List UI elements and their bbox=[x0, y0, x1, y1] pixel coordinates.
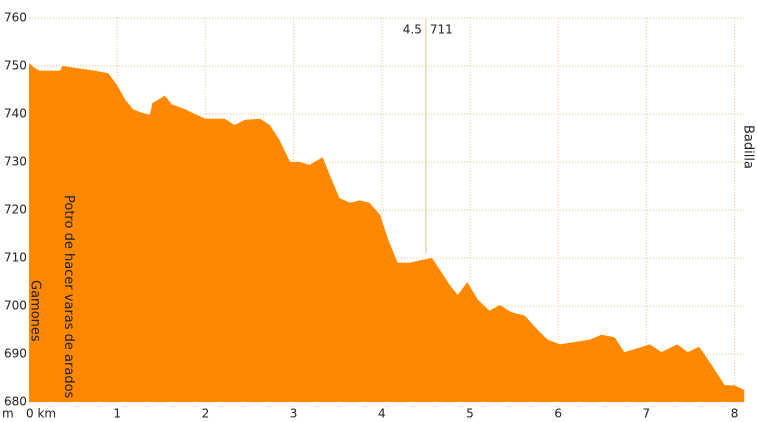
y-tick-label: 690 bbox=[4, 347, 27, 361]
y-axis-label: m bbox=[2, 407, 14, 421]
x-tick-label: 7 bbox=[643, 407, 651, 421]
x-tick-label: 5 bbox=[466, 407, 474, 421]
y-tick-label: 730 bbox=[4, 155, 27, 169]
cursor-x-label: 4.5 bbox=[403, 23, 422, 37]
x-tick-label: 8 bbox=[731, 407, 739, 421]
y-tick-label: 680 bbox=[4, 395, 27, 409]
x-tick-label: 4 bbox=[378, 407, 386, 421]
y-tick-label: 750 bbox=[4, 59, 27, 73]
waypoint-label: Potro de hacer varas de arados bbox=[61, 195, 76, 399]
cursor-elevation-label: 711 bbox=[430, 23, 453, 37]
waypoint-label: Badilla bbox=[741, 125, 756, 169]
y-tick-label: 760 bbox=[4, 11, 27, 25]
x-tick-label: 3 bbox=[290, 407, 298, 421]
y-tick-label: 720 bbox=[4, 203, 27, 217]
x-tick-label: 6 bbox=[554, 407, 562, 421]
x-tick-label: 0 km bbox=[26, 407, 56, 421]
x-tick-label: 2 bbox=[202, 407, 210, 421]
x-tick-label: 1 bbox=[113, 407, 121, 421]
elevation-area bbox=[29, 63, 745, 403]
y-tick-label: 700 bbox=[4, 299, 27, 313]
y-tick-label: 740 bbox=[4, 107, 27, 121]
y-tick-label: 710 bbox=[4, 251, 27, 265]
waypoint-label: Gamones bbox=[28, 280, 43, 342]
